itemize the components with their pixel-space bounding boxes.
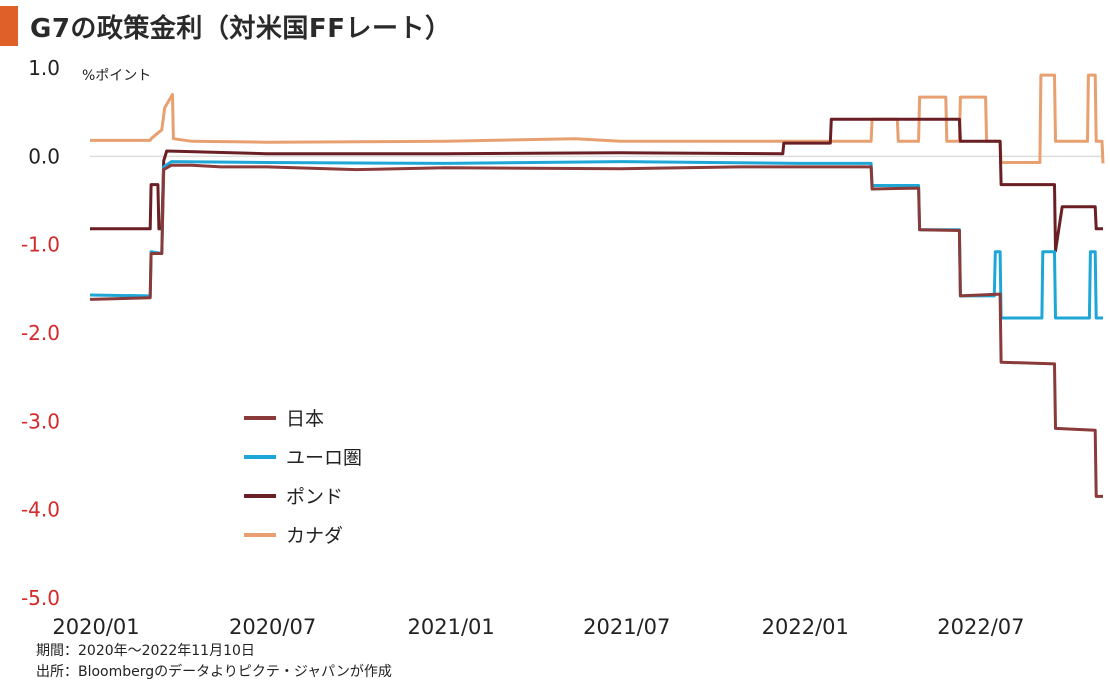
legend-label: 日本 [286, 408, 324, 430]
x-tick-label: 2022/07 [937, 615, 1024, 639]
x-tick-label: 2021/01 [408, 615, 495, 639]
series-line-canada [90, 73, 1105, 164]
y-tick-label: -2.0 [21, 321, 60, 345]
title-accent-bar [0, 6, 18, 46]
legend-label: カナダ [286, 525, 343, 547]
x-tick-label: 2020/01 [52, 615, 139, 639]
legend-label: ポンド [286, 486, 343, 508]
series-line-euro [89, 160, 1103, 320]
period-note: 期間：2020年～2022年11月10日 [36, 643, 255, 659]
y-axis-unit-label: %ポイント [82, 68, 151, 84]
series-lines [89, 73, 1105, 498]
y-axis-ticks: 1.0 0.0 -1.0 -2.0 -3.0 -4.0 -5.0 [21, 56, 60, 610]
x-tick-label: 2021/07 [583, 615, 670, 639]
y-tick-label: -3.0 [21, 409, 60, 433]
legend-label: ユーロ圏 [286, 447, 362, 469]
y-tick-label: 0.0 [28, 144, 60, 168]
series-line-pound [90, 117, 1103, 253]
y-tick-label: -5.0 [21, 586, 60, 610]
x-tick-label: 2020/07 [229, 615, 316, 639]
x-axis-ticks: 2020/01 2020/07 2021/01 2021/07 2022/01 2022/… [52, 615, 1024, 639]
source-note: 出所：Bloombergのデータよりピクテ・ジャパンが作成 [36, 664, 392, 680]
x-tick-label: 2022/01 [762, 615, 849, 639]
series-line-japan [89, 163, 1103, 498]
chart-title: G7の政策金利（対米国FFレート） [30, 14, 452, 44]
y-tick-label: 1.0 [28, 56, 60, 80]
y-tick-label: -4.0 [21, 498, 60, 522]
y-tick-label: -1.0 [21, 233, 60, 257]
